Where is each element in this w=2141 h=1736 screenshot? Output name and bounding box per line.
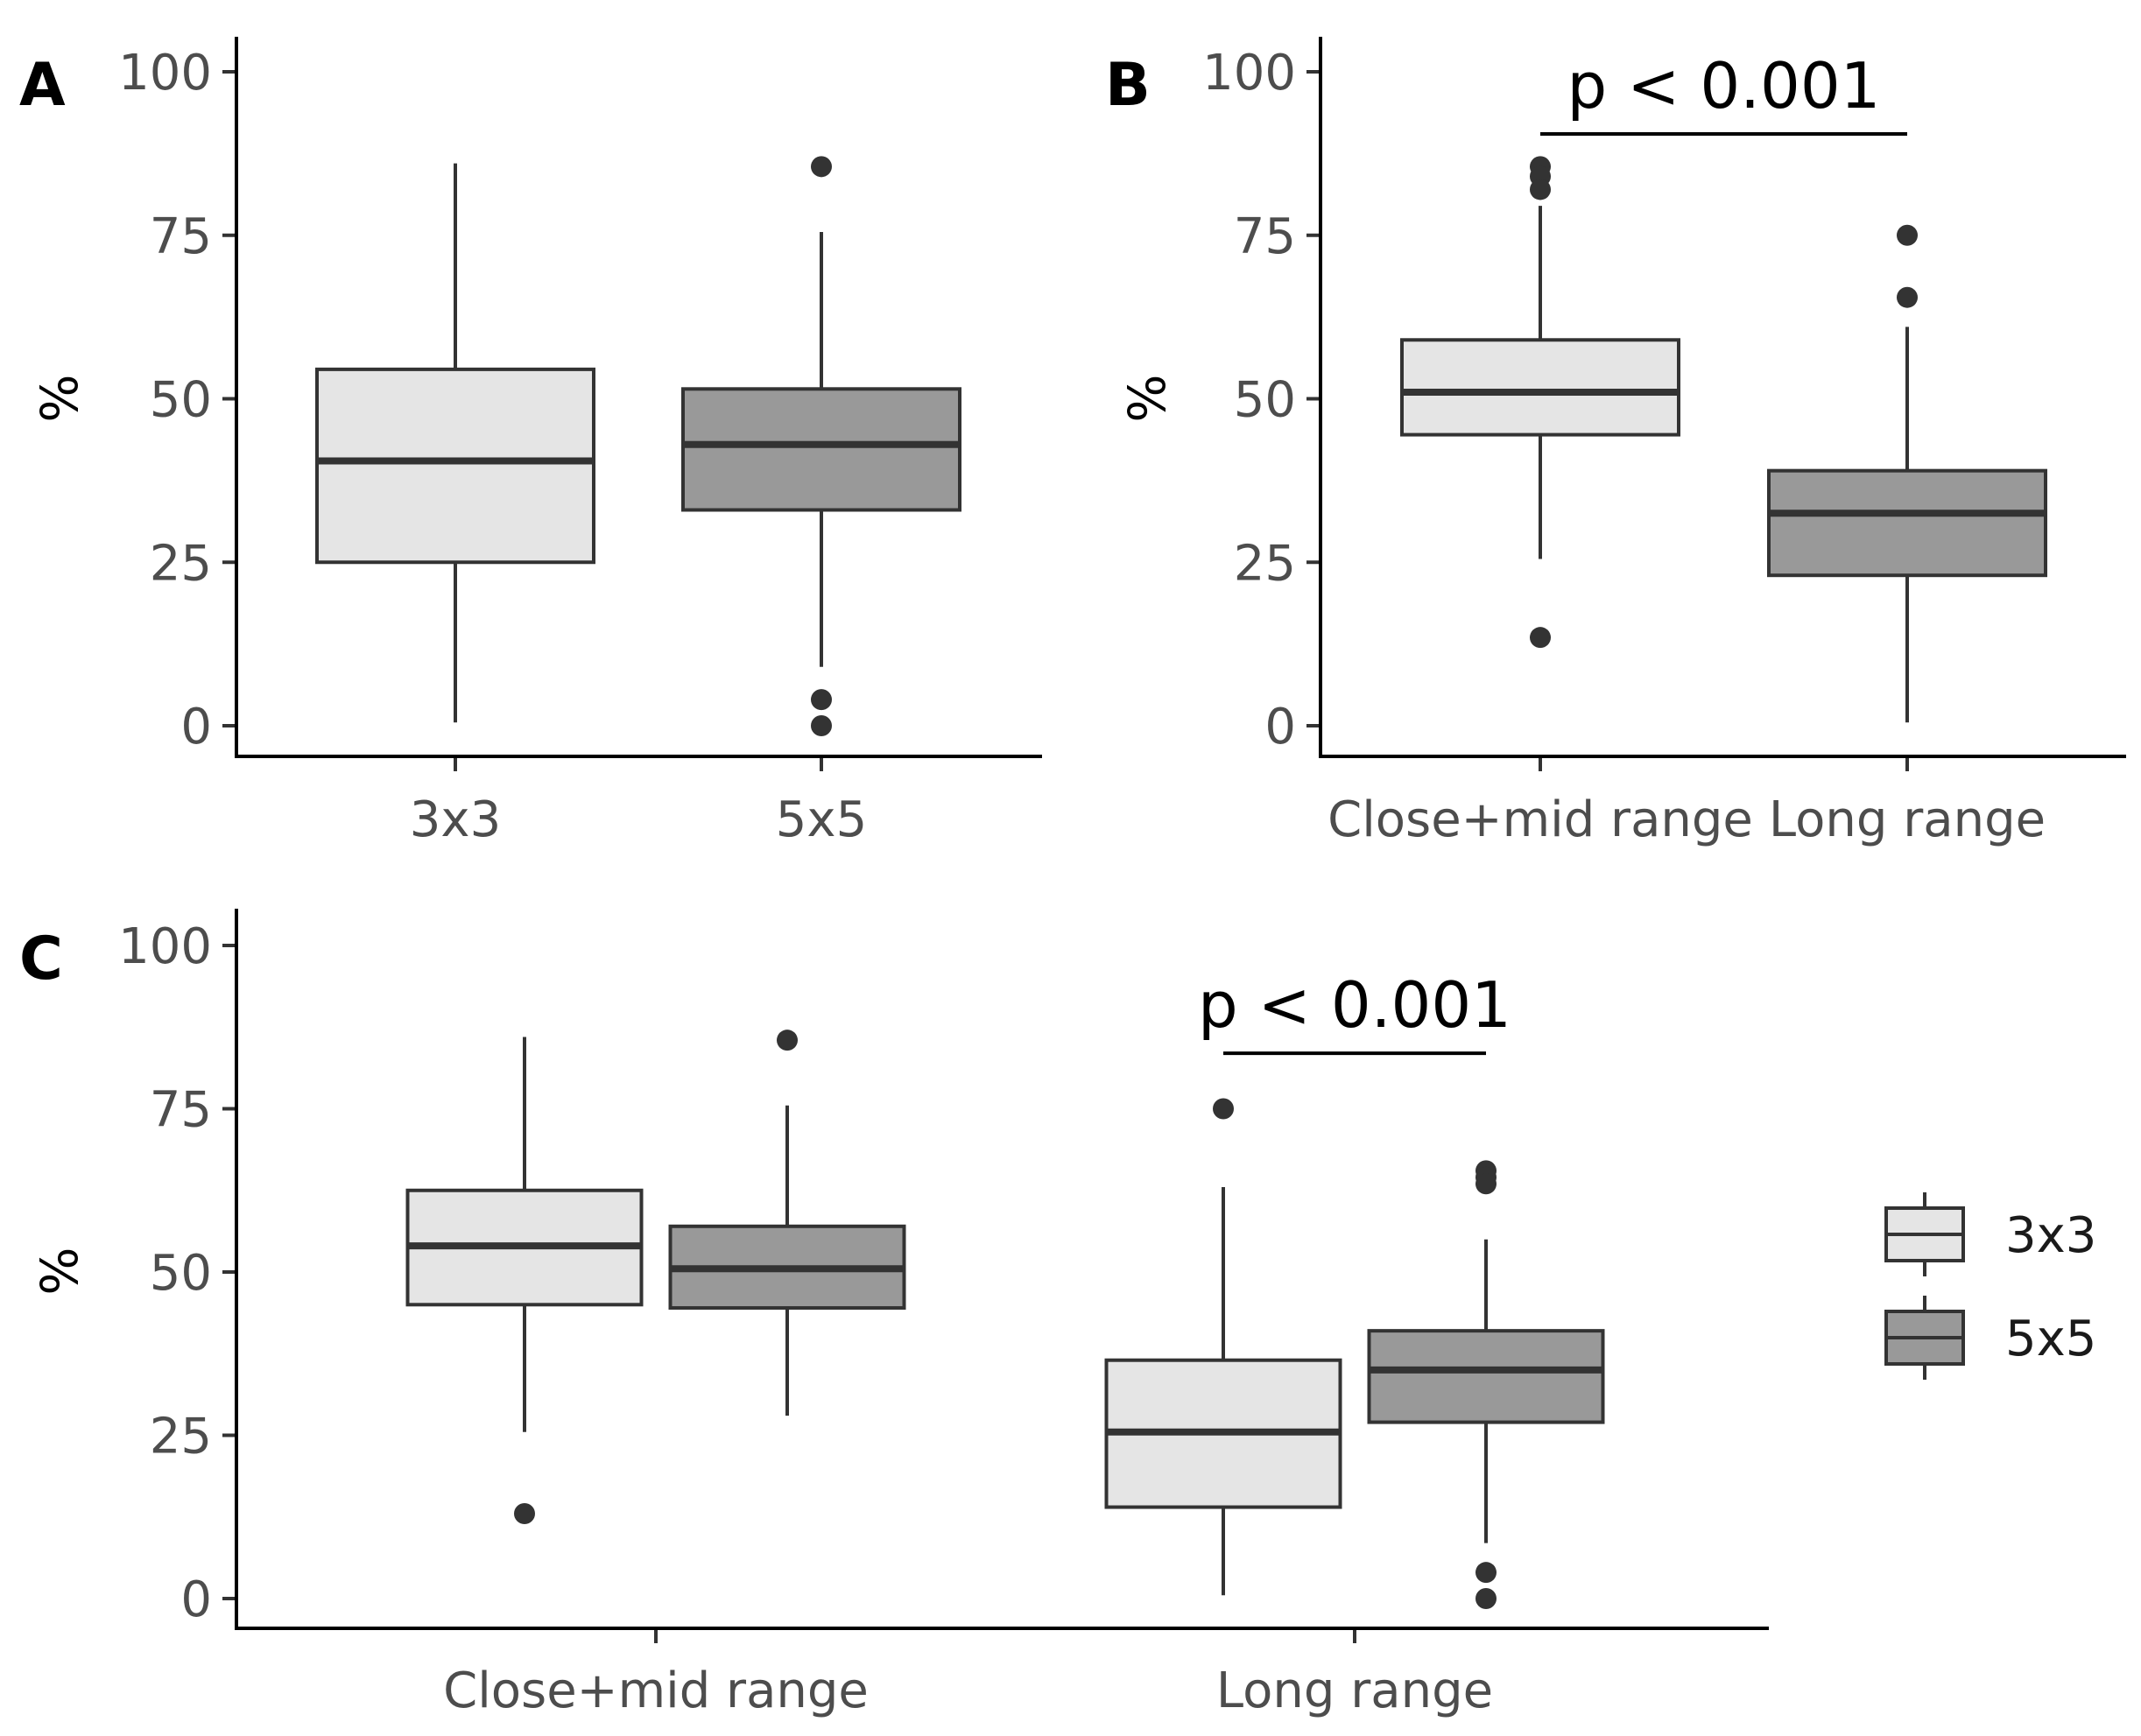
y-tick-label: 100 <box>118 918 212 975</box>
iqr-box <box>1367 1329 1605 1424</box>
legend-label: 3x3 <box>2005 1207 2096 1264</box>
outlier-point <box>1530 627 1551 649</box>
panel-b-y-ticks: 0 25 50 75 100 <box>1202 45 1321 756</box>
box-3x3-3x3 <box>315 163 595 723</box>
box-close-mid-range-3x3 <box>1400 156 1680 649</box>
y-tick-label: 50 <box>1234 372 1296 429</box>
outlier-point <box>1475 1588 1497 1609</box>
y-tick-label: 100 <box>1202 45 1296 102</box>
box-long-range-5x5 <box>1767 224 2047 723</box>
p-value-label: p < 0.001 <box>1567 49 1881 123</box>
y-tick-label: 25 <box>150 1409 212 1465</box>
panel-a-y-ticks: 0 25 50 75 100 <box>118 45 236 756</box>
legend-item-5x5: 5x5 <box>1884 1296 2096 1380</box>
panel-b: B % 0 25 50 75 100 Close+mid range Long range… <box>1105 37 2126 848</box>
panel-c-y-ticks: 0 25 50 75 100 <box>118 918 236 1628</box>
panel-letter-b: B <box>1105 51 1151 120</box>
panel-letter-c: C <box>19 924 63 994</box>
iqr-box <box>681 387 961 512</box>
y-tick-label: 0 <box>180 1571 212 1628</box>
x-tick-label: Long range <box>1769 791 2046 848</box>
iqr-box <box>315 367 595 565</box>
panel-c-significance: p < 0.001 <box>1198 968 1511 1056</box>
panel-c: C % 0 25 50 75 100 Close+mid range Long range… <box>19 909 2096 1719</box>
panel-a: A % 0 25 50 75 100 3x3 5x5 <box>19 37 1042 848</box>
outlier-point <box>1897 286 1918 308</box>
y-tick-label: 50 <box>150 372 212 429</box>
outlier-point <box>1475 1562 1497 1584</box>
y-tick-label: 0 <box>1264 699 1296 756</box>
box-long-range-3x3 <box>1104 1098 1342 1596</box>
box-long-range-5x5 <box>1367 1160 1605 1609</box>
panel-b-x-ticks: Close+mid range Long range <box>1328 757 2046 848</box>
legend-label: 5x5 <box>2005 1311 2096 1367</box>
outlier-point <box>1897 224 1918 246</box>
panel-b-y-axis-label: % <box>1117 374 1177 422</box>
box-5x5-5x5 <box>681 156 961 736</box>
panel-c-x-ticks: Close+mid range Long range <box>443 1629 1493 1719</box>
panel-a-boxes <box>315 156 961 736</box>
panel-b-significance: p < 0.001 <box>1540 49 1907 136</box>
legend-item-3x3: 3x3 <box>1884 1192 2096 1276</box>
box-close-mid-range-3x3 <box>405 1037 644 1525</box>
y-tick-label: 50 <box>150 1245 212 1302</box>
y-tick-label: 25 <box>1234 535 1296 592</box>
panel-a-y-axis-label: % <box>30 374 89 422</box>
box-close-mid-range-5x5 <box>668 1030 906 1416</box>
panel-letter-a: A <box>19 51 66 120</box>
x-tick-label: 3x3 <box>410 791 501 848</box>
iqr-box <box>1400 338 1680 437</box>
panel-c-y-axis-label: % <box>30 1247 89 1295</box>
outlier-point <box>811 689 832 711</box>
y-tick-label: 75 <box>150 1082 212 1139</box>
x-tick-label: Close+mid range <box>1328 791 1753 848</box>
outlier-point <box>1530 179 1551 200</box>
y-tick-label: 75 <box>1234 208 1296 265</box>
y-tick-label: 100 <box>118 45 212 102</box>
x-tick-label: Long range <box>1216 1662 1493 1719</box>
x-tick-label: Close+mid range <box>443 1662 869 1719</box>
y-tick-label: 75 <box>150 208 212 265</box>
outlier-point <box>1213 1098 1234 1120</box>
y-tick-label: 25 <box>150 535 212 592</box>
panel-b-boxes <box>1400 156 2047 723</box>
outlier-point <box>777 1030 798 1051</box>
outlier-point <box>811 156 832 178</box>
outlier-point <box>514 1503 535 1525</box>
outlier-point <box>1475 1173 1497 1195</box>
panel-c-boxes <box>405 1030 1605 1609</box>
outlier-point <box>811 715 832 736</box>
legend: 3x3 5x5 <box>1884 1192 2096 1380</box>
panel-a-x-ticks: 3x3 5x5 <box>410 757 867 848</box>
x-tick-label: 5x5 <box>776 791 867 848</box>
iqr-box <box>1767 468 2047 578</box>
y-tick-label: 0 <box>180 699 212 756</box>
p-value-label: p < 0.001 <box>1198 968 1511 1042</box>
